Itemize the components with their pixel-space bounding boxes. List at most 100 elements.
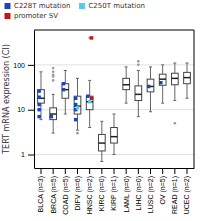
legend-item: C250T mutation	[79, 2, 145, 10]
whisker-cap-high	[112, 114, 115, 115]
whisker-high	[174, 63, 175, 73]
whisker-cap-low	[88, 127, 91, 128]
whisker-cap-high	[185, 63, 188, 64]
box-body	[123, 78, 130, 89]
whisker-high	[126, 67, 127, 78]
point	[50, 115, 53, 118]
box-body	[50, 108, 57, 120]
whisker-low	[114, 143, 115, 154]
whisker-low	[101, 151, 102, 161]
x-tick-label: UCEC (n=2)	[183, 176, 191, 214]
x-tick-mark	[65, 168, 66, 174]
y-tick-mark	[28, 110, 34, 111]
whisker-cap-high	[173, 63, 176, 64]
y-tick: 10	[17, 106, 34, 113]
chart-svg: C228T mutation C250T mutation promoter SV 1…	[0, 0, 200, 221]
x-tick: LIHC (n=0)	[135, 168, 143, 210]
whisker-cap-low	[112, 154, 115, 155]
box	[159, 65, 166, 103]
grid-line	[34, 154, 194, 155]
y-tick: 1	[21, 151, 34, 158]
x-tick-label: HNSC (n=2)	[86, 176, 94, 214]
x-tick-mark	[77, 168, 78, 174]
x-tick: DIFV (n=6)	[74, 168, 82, 210]
x-tick-label: BLCA (n=3)	[37, 176, 45, 212]
x-tick-mark	[138, 168, 139, 174]
x-tick-label: LAML (n=0)	[123, 176, 131, 213]
box	[50, 67, 57, 133]
whisker-low	[53, 120, 54, 133]
marks	[37, 36, 190, 161]
grid-line	[34, 109, 194, 110]
point	[62, 88, 65, 91]
x-tick-mark	[53, 168, 54, 174]
point	[88, 100, 91, 103]
x-tick-label: READ (n=1)	[171, 176, 179, 214]
x-tick-label: OV (n=5)	[159, 176, 167, 205]
legend-item: promoter SV	[5, 12, 59, 20]
outlier	[52, 71, 55, 74]
median	[171, 78, 178, 80]
x-tick-mark	[126, 168, 127, 174]
y-axis-title: TERT mRNA expression (CI)	[2, 44, 11, 155]
point	[76, 106, 79, 109]
x-tick-mark	[162, 168, 163, 174]
box-body	[38, 90, 45, 103]
whisker-cap-low	[52, 133, 55, 134]
point	[159, 81, 162, 84]
legend-item: C228T mutation	[5, 2, 71, 10]
box-body	[171, 73, 178, 85]
legend-swatch	[5, 13, 11, 19]
whisker-cap-low	[161, 103, 164, 104]
whisker-low	[174, 85, 175, 101]
outlier	[76, 132, 79, 135]
y-tick-label: 10	[17, 106, 25, 113]
box-body	[184, 72, 191, 83]
whisker-cap-low	[64, 114, 67, 115]
series-points	[76, 100, 92, 110]
whisker-low	[162, 85, 163, 103]
whisker-high	[101, 121, 102, 134]
whisker-high	[150, 67, 151, 79]
point	[37, 95, 40, 98]
point	[37, 115, 40, 118]
box-body	[159, 74, 166, 85]
point	[74, 97, 77, 100]
box-body	[111, 128, 118, 144]
whisker-cap-low	[185, 98, 188, 99]
x-tick: BRCA (n=5)	[50, 168, 58, 214]
x-tick-mark	[187, 168, 188, 174]
point	[147, 85, 150, 88]
whisker-cap-high	[52, 94, 55, 95]
whisker-cap-low	[137, 116, 140, 117]
legend-label: promoter SV	[14, 12, 58, 20]
legend-label: C250T mutation	[88, 2, 144, 10]
x-tick: HNSC (n=2)	[86, 168, 94, 214]
x-tick: BLCA (n=3)	[37, 168, 45, 212]
whisker-cap-high	[137, 70, 140, 71]
whisker-cap-high	[88, 80, 91, 81]
median	[62, 89, 69, 91]
x-tick: LUSC (n=2)	[147, 168, 155, 213]
point	[86, 94, 89, 97]
legend-swatch	[5, 3, 11, 9]
series-points	[90, 36, 93, 100]
whisker-low	[138, 101, 139, 117]
whisker-cap-low	[125, 103, 128, 104]
x-tick-mark	[40, 168, 41, 174]
whisker-low	[89, 110, 90, 128]
whisker-low	[77, 114, 78, 130]
x-tick-mark	[89, 168, 90, 174]
x-tick: LAML (n=0)	[123, 168, 131, 213]
whisker-cap-high	[64, 70, 67, 71]
legend-label: C228T mutation	[14, 2, 70, 10]
point	[74, 118, 77, 121]
point	[74, 103, 77, 106]
x-tick-label: LUSC (n=2)	[147, 176, 155, 213]
x-tick: KIRP (n=1)	[110, 168, 118, 211]
point	[90, 97, 93, 100]
y-tick-mark	[28, 155, 34, 156]
box	[62, 70, 69, 114]
whisker-cap-high	[161, 64, 164, 65]
whisker-cap-low	[149, 111, 152, 112]
